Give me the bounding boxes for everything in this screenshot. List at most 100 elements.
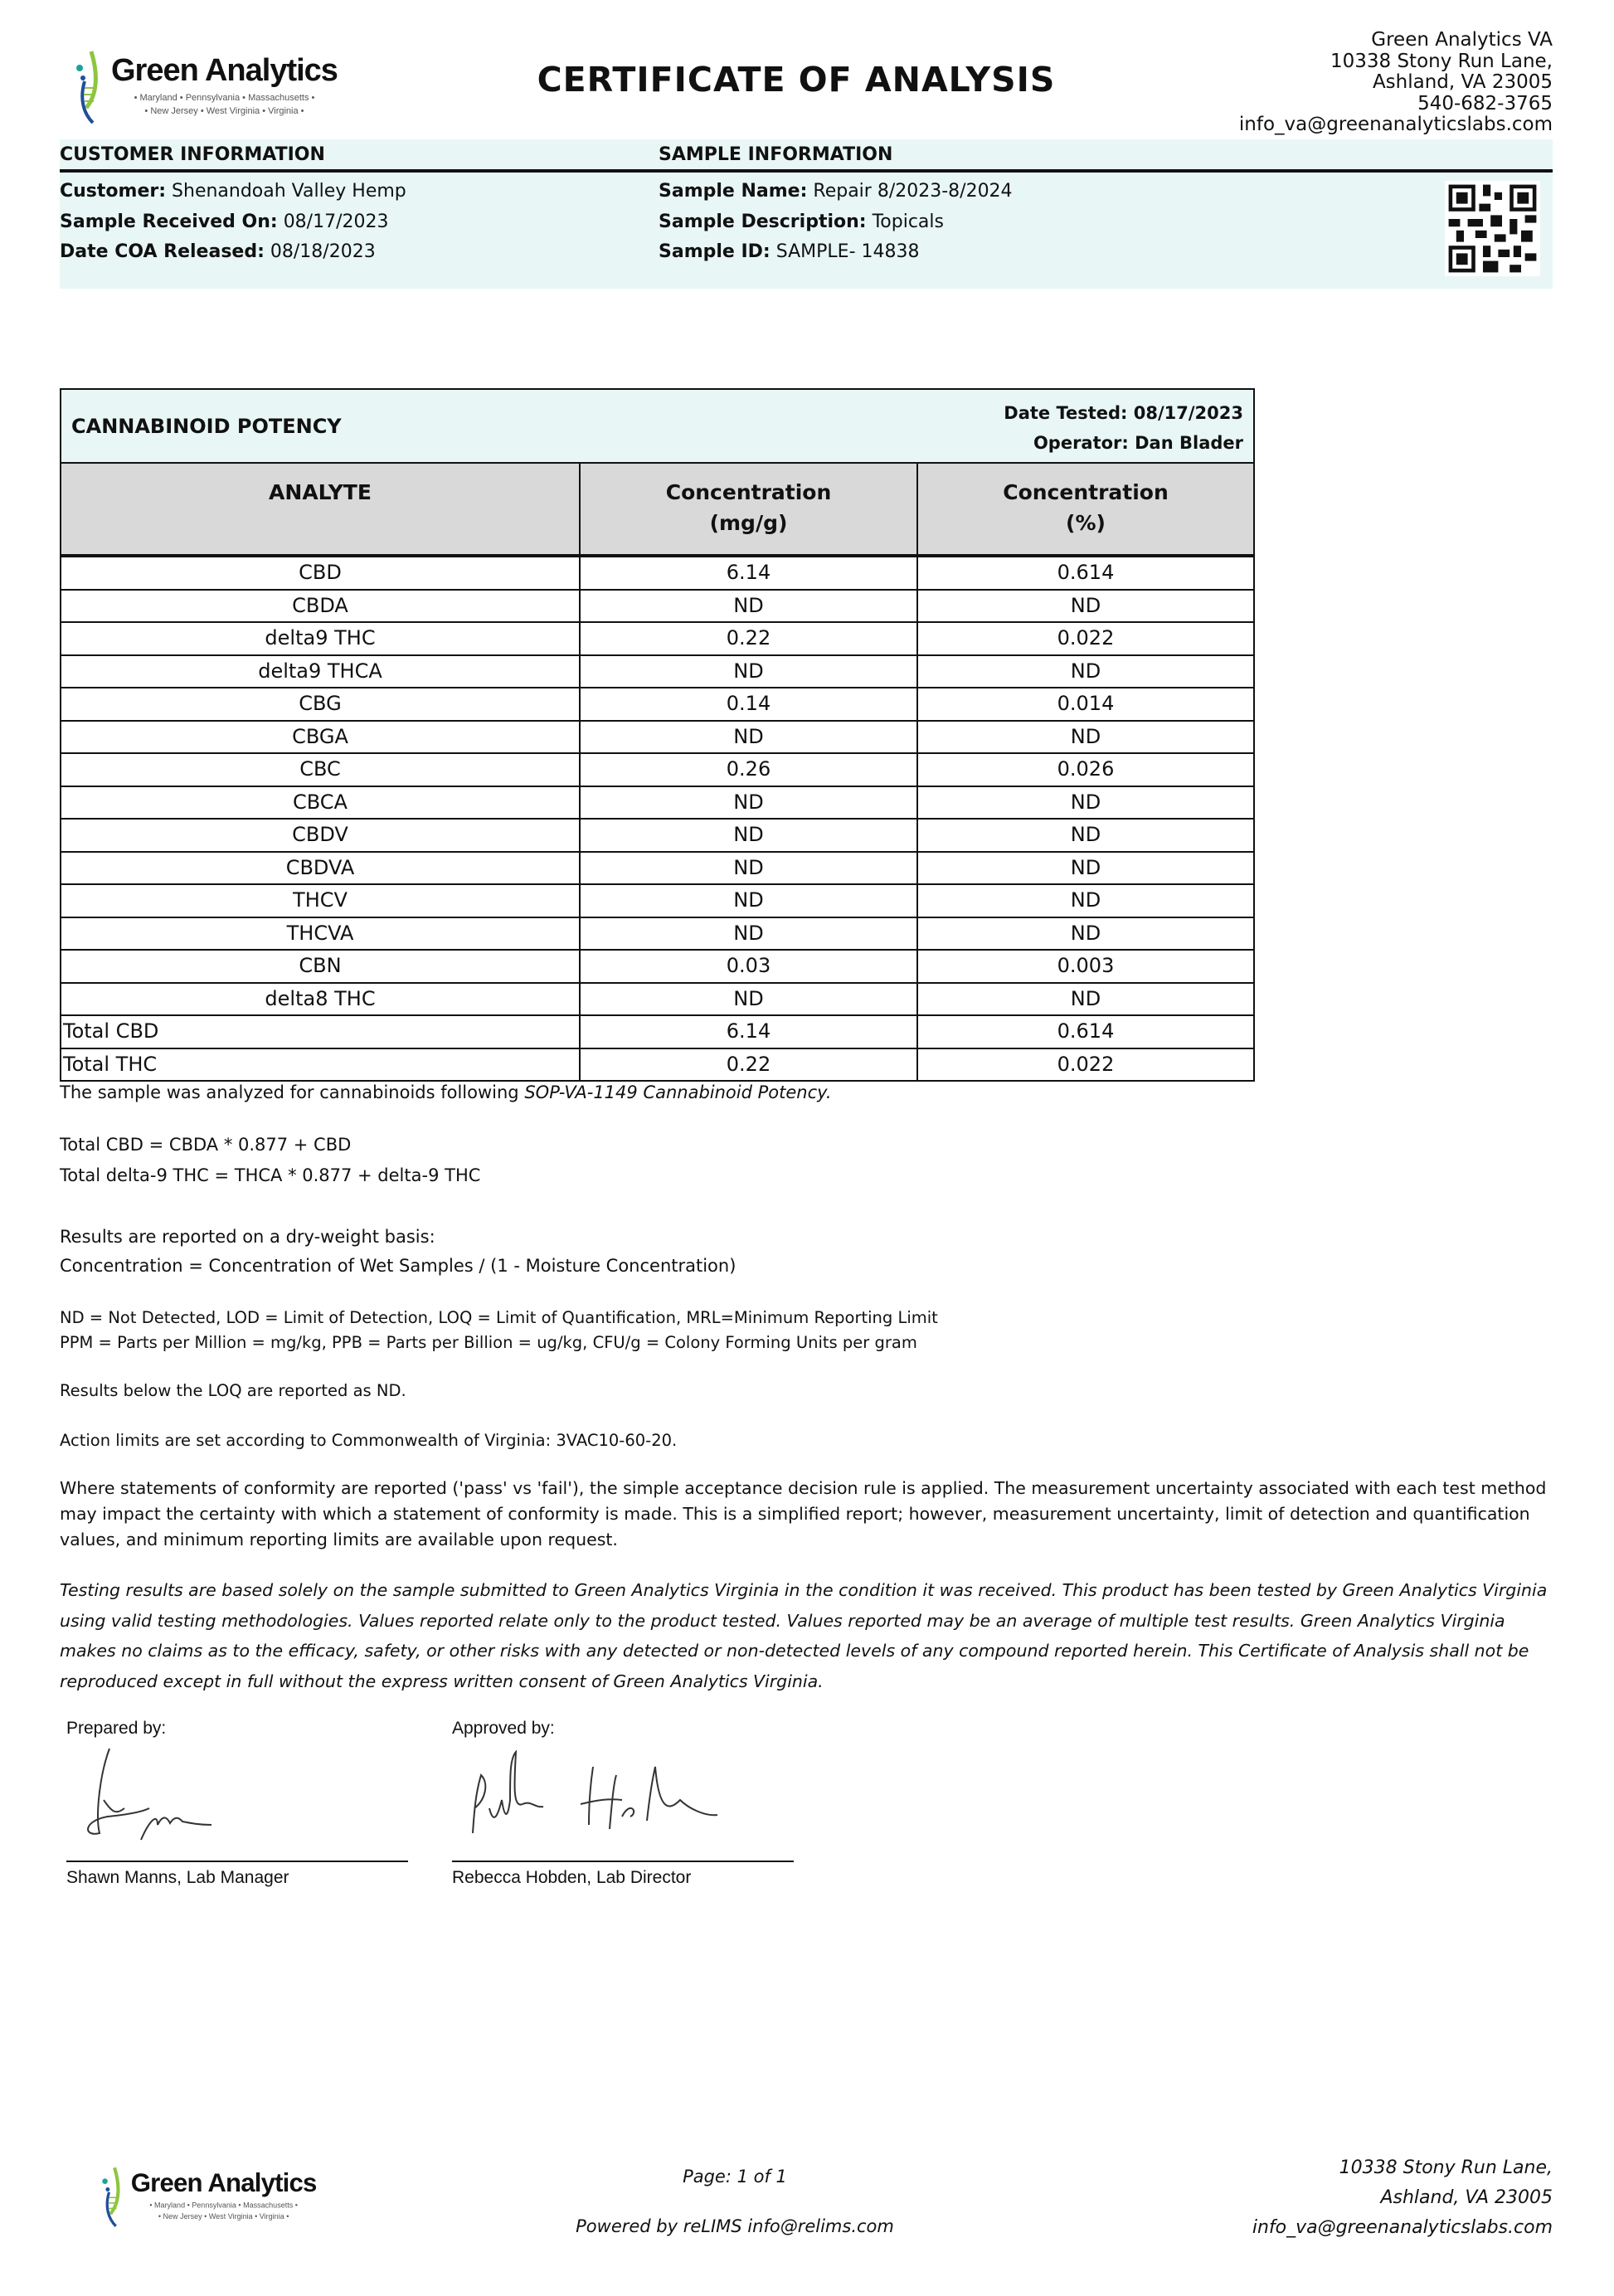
concentration-percent-cell: ND <box>1070 855 1101 879</box>
dry-weight-note: Results are reported on a dry-weight bas… <box>60 1227 435 1247</box>
column-header-mg-g: Concentration (mg/g) <box>581 464 918 554</box>
table-row: CBDV ND ND <box>61 818 1253 851</box>
concentration-percent-cell: ND <box>1070 790 1101 814</box>
analyte-cell: CBD <box>61 557 581 589</box>
analyte-cell: CBDV <box>61 820 581 851</box>
concentration-mg-g-cell: 6.14 <box>581 1016 918 1048</box>
concentration-percent-cell: 0.614 <box>1057 561 1115 584</box>
prepared-by-label: Prepared by: <box>66 1719 167 1738</box>
table-row: CBGA ND ND <box>61 719 1253 752</box>
received-field: Sample Received On: 08/17/2023 <box>60 212 389 232</box>
concentration-percent-cell: 0.022 <box>1057 626 1115 649</box>
lab-name: Green Analytics VA <box>1371 29 1553 51</box>
table-row: CBN 0.03 0.003 <box>61 949 1253 982</box>
column-headers: ANALYTE Concentration (mg/g) Concentratio… <box>61 464 1253 556</box>
logo-states: • Maryland • Pennsylvania • Massachusett… <box>149 2201 298 2211</box>
abbreviations-2: PPM = Parts per Million = mg/kg, PPB = P… <box>60 1333 917 1352</box>
total-row: Total THC 0.22 0.022 <box>61 1047 1253 1080</box>
concentration-percent-cell: 0.022 <box>1057 1052 1115 1076</box>
method-note: The sample was analyzed for cannabinoids… <box>60 1082 832 1102</box>
table-row: CBDA ND ND <box>61 588 1253 621</box>
concentration-mg-g-cell: 0.22 <box>581 623 918 654</box>
concentration-mg-g-cell: ND <box>581 917 918 949</box>
analyte-cell: Total THC <box>61 1048 581 1080</box>
concentration-percent-cell: 0.614 <box>1057 1019 1115 1043</box>
analyte-cell: CBDVA <box>61 852 581 883</box>
sample-info-heading: SAMPLE INFORMATION <box>659 144 893 165</box>
potency-table: CANNABINOID POTENCY Date Tested: 08/17/2… <box>60 388 1255 1082</box>
concentration-mg-g-cell: 6.14 <box>581 557 918 589</box>
concentration-mg-g-cell: 0.22 <box>581 1048 918 1080</box>
concentration-percent-cell: ND <box>1070 593 1101 617</box>
conformity-statement: Where statements of conformity are repor… <box>60 1478 1547 1549</box>
total-row: Total CBD 6.14 0.614 <box>61 1014 1253 1048</box>
concentration-percent-cell: ND <box>1070 986 1101 1010</box>
footer-logo: Green Analytics • Maryland • Pennsylvani… <box>100 2165 317 2227</box>
table-row: CBD 6.14 0.614 <box>61 556 1253 589</box>
concentration-mg-g-cell: ND <box>581 983 918 1014</box>
formula-total-thc: Total delta-9 THC = THCA * 0.877 + delta… <box>60 1165 481 1185</box>
column-header-analyte: ANALYTE <box>61 464 581 554</box>
analyte-cell: CBC <box>61 754 581 786</box>
table-row: delta9 THC 0.22 0.022 <box>61 621 1253 654</box>
analyte-cell: delta9 THC <box>61 623 581 654</box>
lab-phone: 540-682-3765 <box>1417 92 1553 114</box>
qr-code-icon[interactable] <box>1445 181 1540 276</box>
customer-field: Customer: Shenandoah Valley Hemp <box>60 181 406 202</box>
signature-rebecca-hobden <box>472 1750 718 1834</box>
concentration-mg-g-cell: 0.03 <box>581 951 918 982</box>
footer-address: 10338 Stony Run Lane, Ashland, VA 23005 … <box>1252 2153 1553 2243</box>
concentration-percent-cell: ND <box>1070 659 1101 683</box>
analyte-cell: THCVA <box>61 917 581 949</box>
analyte-cell: THCV <box>61 885 581 917</box>
lab-email[interactable]: info_va@greenanalyticslabs.com <box>1238 114 1553 135</box>
test-meta: Date Tested: 08/17/2023 Operator: Dan Bl… <box>1004 398 1243 458</box>
dna-logo-icon <box>76 51 98 124</box>
sample-name-field: Sample Name: Repair 8/2023-8/2024 <box>659 181 1013 202</box>
sample-id-field: Sample ID: SAMPLE- 14838 <box>659 241 920 262</box>
table-row: CBDVA ND ND <box>61 850 1253 883</box>
formula-total-cbd: Total CBD = CBDA * 0.877 + CBD <box>60 1135 352 1155</box>
customer-info-heading: CUSTOMER INFORMATION <box>60 144 325 165</box>
document-title: CERTIFICATE OF ANALYSIS <box>537 60 1056 100</box>
page-number: Page: 1 of 1 <box>683 2167 787 2187</box>
footer-email[interactable]: info_va@greenanalyticslabs.com <box>1252 2217 1553 2238</box>
concentration-mg-g-cell: ND <box>581 852 918 883</box>
logo-name: Green Analytics <box>111 53 338 88</box>
lab-city: Ashland, VA 23005 <box>1372 71 1553 93</box>
table-row: delta9 THCA ND ND <box>61 654 1253 687</box>
table-body: CBD 6.14 0.614 CBDA ND ND delta9 THC 0.22 0.022 d… <box>61 556 1253 1080</box>
table-row: THCVA ND ND <box>61 916 1253 949</box>
company-logo: Green Analytics • Maryland • Pennsylvani… <box>73 48 338 124</box>
concentration-mg-g-cell: ND <box>581 820 918 851</box>
concentration-percent-cell: ND <box>1070 823 1101 846</box>
analyte-cell: CBCA <box>61 786 581 818</box>
table-row: CBG 0.14 0.014 <box>61 687 1253 720</box>
prepared-by-name: Shawn Manns, Lab Manager <box>66 1868 289 1887</box>
table-row: delta8 THC ND ND <box>61 981 1253 1014</box>
operator: Operator: Dan Blader <box>1033 433 1243 453</box>
table-row: THCV ND ND <box>61 883 1253 917</box>
approved-by-label: Approved by: <box>452 1719 555 1738</box>
dna-logo-icon <box>102 2167 120 2227</box>
powered-by: Powered by reLIMS info@relims.com <box>576 2216 894 2236</box>
sample-description-field: Sample Description: Topicals <box>659 212 944 232</box>
table-row: CBC 0.26 0.026 <box>61 752 1253 786</box>
approved-by-name: Rebecca Hobden, Lab Director <box>452 1868 692 1887</box>
concentration-percent-cell: 0.003 <box>1057 954 1115 977</box>
concentration-mg-g-cell: ND <box>581 655 918 687</box>
logo-states: • Maryland • Pennsylvania • Massachusett… <box>134 93 315 103</box>
concentration-percent-cell: 0.014 <box>1057 692 1115 715</box>
logo-name: Green Analytics <box>130 2168 318 2198</box>
column-header-percent: Concentration (%) <box>1003 480 1169 535</box>
disclaimer: Testing results are based solely on the … <box>60 1580 1548 1691</box>
date-tested: Date Tested: 08/17/2023 <box>1004 403 1243 423</box>
footer-street: 10338 Stony Run Lane, <box>1339 2157 1553 2178</box>
lab-address: Green Analytics VA 10338 Stony Run Lane,… <box>1238 29 1553 136</box>
analyte-cell: delta9 THCA <box>61 655 581 687</box>
concentration-percent-cell: ND <box>1070 724 1101 748</box>
analyte-cell: CBG <box>61 688 581 720</box>
released-field: Date COA Released: 08/18/2023 <box>60 241 376 262</box>
lab-street: 10338 Stony Run Lane, <box>1330 50 1553 72</box>
logo-states: • New Jersey • West Virginia • Virginia … <box>144 106 304 116</box>
